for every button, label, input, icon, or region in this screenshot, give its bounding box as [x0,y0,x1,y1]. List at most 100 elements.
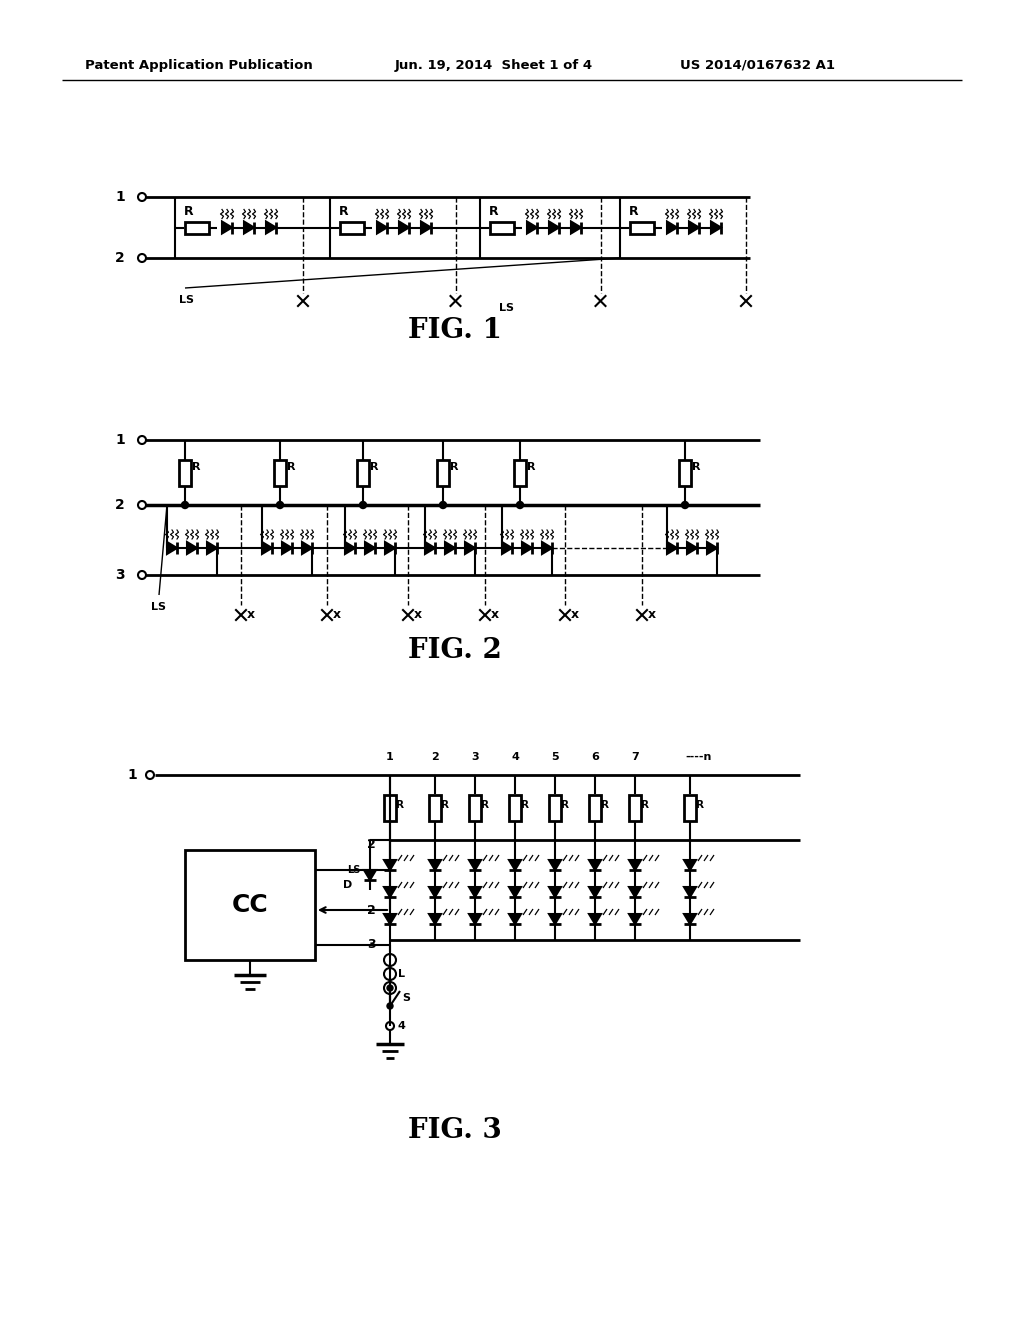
Text: R: R [629,205,639,218]
Polygon shape [589,887,601,898]
Bar [437,459,449,486]
Text: LS: LS [179,294,195,305]
Text: 1: 1 [127,768,137,781]
Polygon shape [345,543,355,554]
Polygon shape [167,543,177,554]
Bar [630,222,654,234]
Polygon shape [384,913,396,924]
Text: D: D [343,880,352,890]
Polygon shape [302,543,312,554]
Text: 1: 1 [116,433,125,447]
Bar [185,222,209,234]
Bar [179,459,191,486]
Text: 2: 2 [431,752,439,762]
Text: 4: 4 [398,1020,406,1031]
Text: FIG. 1: FIG. 1 [408,317,502,343]
Polygon shape [469,913,481,924]
Bar [509,795,521,821]
Text: R: R [692,462,700,473]
Polygon shape [589,861,601,870]
Text: 2: 2 [116,498,125,512]
Polygon shape [527,222,537,234]
Text: R: R [641,800,649,809]
Text: R: R [193,462,201,473]
Polygon shape [509,861,521,870]
Circle shape [276,502,284,508]
Text: R: R [489,205,499,218]
Text: 3: 3 [368,939,376,952]
Text: 3: 3 [116,568,125,582]
Text: 1: 1 [116,190,125,205]
Circle shape [181,502,188,508]
Text: R: R [601,800,609,809]
Text: x: x [333,609,341,622]
Text: R: R [521,800,529,809]
Bar [679,459,691,486]
Polygon shape [377,222,387,234]
Polygon shape [364,870,376,880]
Polygon shape [445,543,455,554]
Polygon shape [502,543,512,554]
Text: R: R [450,462,459,473]
Text: LS: LS [499,304,513,313]
Text: 3: 3 [471,752,479,762]
Text: R: R [696,800,705,809]
Polygon shape [385,543,395,554]
Text: S: S [402,993,410,1003]
Bar [340,222,364,234]
Polygon shape [429,861,441,870]
Polygon shape [469,887,481,898]
Text: 4: 4 [511,752,519,762]
Bar [589,795,601,821]
Polygon shape [711,222,721,234]
Polygon shape [589,913,601,924]
Polygon shape [684,861,696,870]
Bar [549,795,561,821]
Polygon shape [571,222,581,234]
Text: R: R [370,462,379,473]
Text: 6: 6 [591,752,599,762]
Bar [469,795,481,821]
Polygon shape [667,222,677,234]
Polygon shape [509,887,521,898]
Text: 2: 2 [368,903,376,916]
Polygon shape [384,861,396,870]
Polygon shape [707,543,717,554]
Text: Patent Application Publication: Patent Application Publication [85,58,312,71]
Text: LS: LS [347,865,360,875]
Bar [429,795,441,821]
Circle shape [439,502,446,508]
Polygon shape [282,543,292,554]
Polygon shape [421,222,431,234]
Polygon shape [549,913,561,924]
Text: 7: 7 [631,752,639,762]
Text: FIG. 2: FIG. 2 [408,636,502,664]
Polygon shape [549,222,559,234]
Polygon shape [469,861,481,870]
Polygon shape [684,913,696,924]
Polygon shape [262,543,272,554]
Text: FIG. 3: FIG. 3 [409,1117,502,1143]
Text: LS: LS [152,602,167,612]
Text: CC: CC [231,894,268,917]
Polygon shape [542,543,552,554]
Text: R: R [481,800,489,809]
Bar [490,222,514,234]
Bar [629,795,641,821]
Bar [384,795,396,821]
Text: US 2014/0167632 A1: US 2014/0167632 A1 [680,58,835,71]
Polygon shape [667,543,677,554]
Polygon shape [399,222,409,234]
Text: 1: 1 [386,752,394,762]
Text: x: x [571,609,579,622]
Polygon shape [365,543,375,554]
Text: Jun. 19, 2014  Sheet 1 of 4: Jun. 19, 2014 Sheet 1 of 4 [395,58,593,71]
Circle shape [387,1003,393,1008]
Text: R: R [396,800,404,809]
Polygon shape [629,913,641,924]
Polygon shape [522,543,532,554]
Polygon shape [266,222,276,234]
Text: R: R [441,800,449,809]
Bar [684,795,696,821]
Text: R: R [287,462,296,473]
